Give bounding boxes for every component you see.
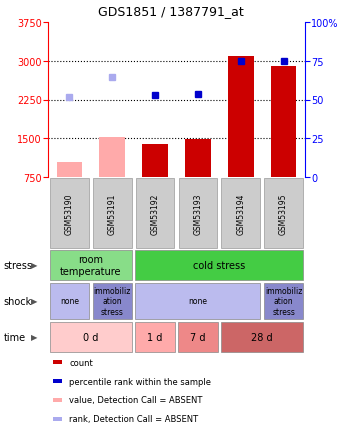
Text: percentile rank within the sample: percentile rank within the sample bbox=[69, 377, 211, 386]
Text: stress: stress bbox=[3, 260, 32, 270]
Text: immobiliz
ation
stress: immobiliz ation stress bbox=[265, 286, 302, 316]
Text: 1 d: 1 d bbox=[147, 332, 163, 342]
Text: GSM53195: GSM53195 bbox=[279, 193, 288, 234]
Text: none: none bbox=[189, 297, 207, 306]
Text: 28 d: 28 d bbox=[251, 332, 273, 342]
Text: ▶: ▶ bbox=[31, 333, 38, 342]
Text: GDS1851 / 1387791_at: GDS1851 / 1387791_at bbox=[98, 5, 243, 18]
Bar bbox=[221, 179, 260, 248]
Bar bbox=[264, 179, 303, 248]
Bar bbox=[50, 322, 132, 352]
Text: count: count bbox=[69, 358, 93, 367]
Bar bbox=[228, 56, 254, 178]
Text: rank, Detection Call = ABSENT: rank, Detection Call = ABSENT bbox=[69, 414, 198, 423]
Bar bbox=[135, 251, 303, 280]
Bar bbox=[142, 145, 168, 178]
Text: GSM53194: GSM53194 bbox=[236, 193, 245, 234]
Text: immobiliz
ation
stress: immobiliz ation stress bbox=[93, 286, 131, 316]
Bar bbox=[271, 67, 296, 178]
Text: value, Detection Call = ABSENT: value, Detection Call = ABSENT bbox=[69, 395, 203, 404]
Bar bbox=[53, 361, 62, 365]
Text: time: time bbox=[3, 332, 26, 342]
Bar bbox=[57, 162, 82, 178]
Bar bbox=[99, 138, 125, 178]
Text: GSM53191: GSM53191 bbox=[108, 193, 117, 234]
Text: GSM53192: GSM53192 bbox=[151, 193, 160, 234]
Bar bbox=[135, 322, 175, 352]
Text: GSM53190: GSM53190 bbox=[65, 193, 74, 234]
Bar bbox=[53, 398, 62, 402]
Text: shock: shock bbox=[3, 296, 32, 306]
Text: 7 d: 7 d bbox=[190, 332, 206, 342]
Bar bbox=[179, 179, 217, 248]
Bar bbox=[53, 417, 62, 421]
Text: cold stress: cold stress bbox=[193, 260, 246, 270]
Bar bbox=[135, 283, 261, 320]
Bar bbox=[136, 179, 174, 248]
Bar bbox=[185, 139, 211, 178]
Bar bbox=[92, 283, 132, 320]
Text: ▶: ▶ bbox=[31, 261, 38, 270]
Text: 0 d: 0 d bbox=[83, 332, 99, 342]
Bar bbox=[93, 179, 132, 248]
Text: room
temperature: room temperature bbox=[60, 255, 122, 276]
Bar bbox=[53, 379, 62, 383]
Bar bbox=[264, 283, 303, 320]
Bar bbox=[178, 322, 218, 352]
Bar bbox=[50, 283, 89, 320]
Bar bbox=[50, 179, 89, 248]
Bar bbox=[50, 251, 132, 280]
Text: ▶: ▶ bbox=[31, 297, 38, 306]
Text: none: none bbox=[60, 297, 79, 306]
Text: GSM53193: GSM53193 bbox=[193, 193, 203, 234]
Bar bbox=[221, 322, 303, 352]
